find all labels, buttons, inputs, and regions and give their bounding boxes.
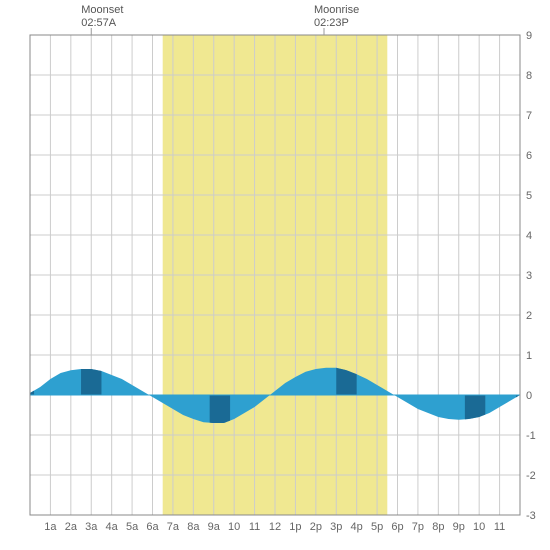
x-tick-label: 4p xyxy=(351,521,363,533)
tide-area-dark xyxy=(210,395,230,423)
x-tick-label: 11 xyxy=(494,521,505,533)
annotation-title: Moonrise xyxy=(314,4,359,16)
x-tick-label: 9p xyxy=(453,521,465,533)
x-tick-label: 3p xyxy=(330,521,342,533)
tide-chart: -3-2-101234567891a2a3a4a5a6a7a8a9a101112… xyxy=(0,0,550,550)
x-tick-label: 2a xyxy=(65,521,78,533)
x-tick-label: 5p xyxy=(371,521,383,533)
x-tick-label: 11 xyxy=(249,521,260,533)
annotation-value: 02:23P xyxy=(314,17,349,29)
y-tick-label: -2 xyxy=(526,470,536,482)
y-tick-label: 6 xyxy=(526,150,532,162)
y-tick-label: 9 xyxy=(526,30,532,42)
x-tick-label: 6p xyxy=(391,521,403,533)
x-tick-label: 3a xyxy=(85,521,98,533)
y-tick-label: 5 xyxy=(526,190,532,202)
tide-area-dark xyxy=(30,391,34,395)
x-tick-label: 9a xyxy=(208,521,221,533)
chart-svg: -3-2-101234567891a2a3a4a5a6a7a8a9a101112… xyxy=(0,0,550,550)
y-tick-label: 3 xyxy=(526,270,532,282)
y-tick-label: 7 xyxy=(526,110,532,122)
x-tick-label: 7p xyxy=(412,521,424,533)
tide-area-dark xyxy=(81,369,101,395)
x-tick-label: 8a xyxy=(187,521,200,533)
x-tick-label: 10 xyxy=(473,521,485,533)
x-tick-label: 10 xyxy=(228,521,240,533)
annotation-value: 02:57A xyxy=(81,17,117,29)
x-tick-label: 2p xyxy=(310,521,322,533)
annotation-title: Moonset xyxy=(81,4,123,16)
y-tick-label: 4 xyxy=(526,230,532,242)
y-tick-label: 2 xyxy=(526,310,532,322)
y-tick-label: -1 xyxy=(526,430,536,442)
x-tick-label: 1a xyxy=(44,521,57,533)
x-tick-label: 6a xyxy=(146,521,159,533)
x-tick-label: 4a xyxy=(106,521,119,533)
y-tick-label: 8 xyxy=(526,70,532,82)
y-tick-label: 0 xyxy=(526,390,532,402)
x-tick-label: 7a xyxy=(167,521,180,533)
x-tick-label: 8p xyxy=(432,521,444,533)
x-tick-label: 5a xyxy=(126,521,139,533)
tide-area-dark xyxy=(465,395,485,419)
y-tick-label: -3 xyxy=(526,510,536,522)
x-tick-label: 1p xyxy=(289,521,301,533)
y-tick-label: 1 xyxy=(526,350,532,362)
x-tick-label: 12 xyxy=(269,521,281,533)
